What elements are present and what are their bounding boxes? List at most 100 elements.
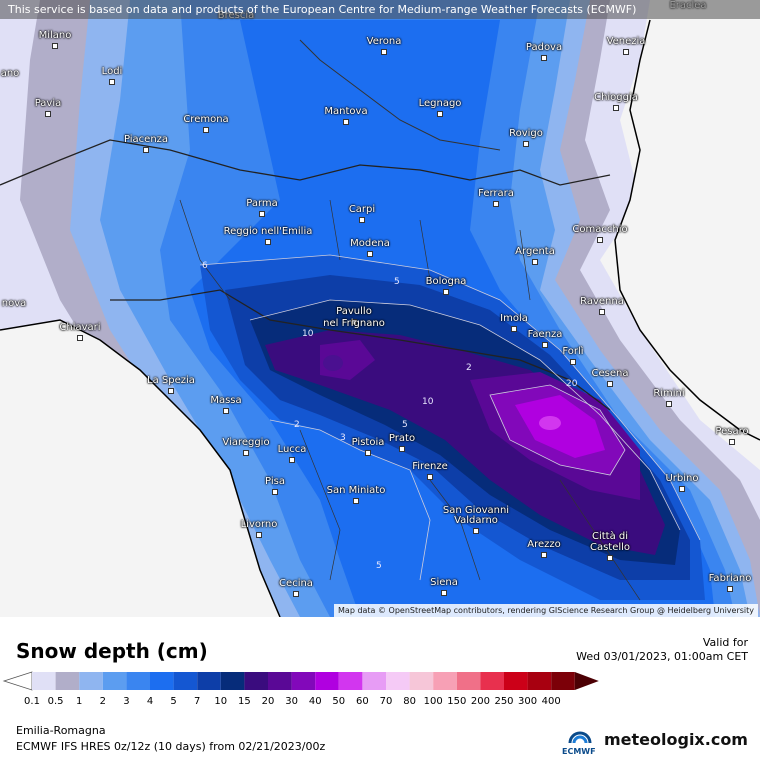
legend-swatch: [102, 672, 127, 690]
legend-tick-label: 7: [194, 696, 200, 707]
city-label-nel-frignano: nel Frignano: [323, 318, 385, 329]
legend-tick-label: 250: [494, 696, 513, 707]
legend-tick-label: 4: [147, 696, 153, 707]
legend-tick-label: 10: [214, 696, 227, 707]
city-label-forl-: Forlì: [562, 346, 584, 357]
legend-tick-label: 150: [447, 696, 466, 707]
legend-tick-label: 15: [238, 696, 251, 707]
legend-tick-label: 40: [309, 696, 322, 707]
city-marker: [399, 446, 405, 452]
city-marker: [613, 105, 619, 111]
legend-tick-label: 2: [100, 696, 106, 707]
city-marker: [679, 486, 685, 492]
legend-swatch: [362, 672, 386, 690]
legend-tick-label: 0.1: [24, 696, 40, 707]
legend-swatch: [409, 672, 434, 690]
city-label-faenza: Faenza: [527, 329, 563, 340]
city-label-imola: Imola: [500, 313, 528, 324]
legend-tick-label: 0.5: [48, 696, 64, 707]
city-label-castello: Castello: [589, 542, 631, 553]
city-marker: [523, 141, 529, 147]
city-label-ravenna: Ravenna: [580, 296, 624, 307]
contour-label: 2: [294, 420, 300, 430]
city-marker: [109, 79, 115, 85]
province-borders-south: [299, 429, 641, 601]
legend-tick-label: 5: [170, 696, 176, 707]
coastline-west: [0, 319, 281, 617]
band-40: [515, 395, 605, 458]
contour-label: 20: [566, 379, 578, 389]
city-marker: [441, 590, 447, 596]
city-marker: [351, 319, 357, 325]
contour-10: [249, 299, 681, 531]
city-label-cremona: Cremona: [183, 114, 229, 125]
city-marker: [168, 388, 174, 394]
contour-label: 5: [402, 420, 408, 430]
map-attribution: Map data © OpenStreetMap contributors, r…: [334, 604, 758, 617]
legend-swatch: [504, 672, 528, 690]
valid-label: Valid for: [702, 636, 748, 649]
city-marker: [493, 201, 499, 207]
legend-tick-label: 80: [403, 696, 416, 707]
city-label-comacchio: Comacchio: [572, 224, 628, 235]
city-marker: [443, 289, 449, 295]
city-label-fabriano: Fabriano: [708, 573, 752, 584]
city-marker: [541, 55, 547, 61]
city-marker: [259, 211, 265, 217]
legend-tick-label: 30: [285, 696, 298, 707]
city-marker: [343, 119, 349, 125]
city-marker: [727, 586, 733, 592]
city-marker: [289, 457, 295, 463]
city-label-bologna: Bologna: [425, 276, 467, 287]
legend-swatch: [220, 672, 245, 690]
city-marker: [293, 591, 299, 597]
legend-swatch: [291, 672, 316, 690]
city-marker: [243, 450, 249, 456]
city-label-padova: Padova: [525, 42, 563, 53]
map-canvas: 6 5 10 10 20 2 5 5 2 3: [0, 0, 760, 617]
city-label-ferrara: Ferrara: [478, 188, 514, 199]
city-label-reggio-nell-emilia: Reggio nell'Emilia: [223, 226, 313, 237]
meteologix-logo: meteologix.com: [604, 730, 748, 749]
city-marker: [427, 474, 433, 480]
city-label-lucca: Lucca: [277, 444, 307, 455]
city-label-massa: Massa: [210, 395, 242, 406]
city-marker: [367, 251, 373, 257]
legend-tick-label: 50: [332, 696, 345, 707]
legend-swatch: [268, 672, 292, 690]
city-label-firenze: Firenze: [412, 461, 448, 472]
city-label-rovigo: Rovigo: [509, 128, 543, 139]
legend-tick-label: 20: [262, 696, 275, 707]
province-borders: [179, 199, 531, 301]
city-marker: [511, 326, 517, 332]
contour-label: 6: [202, 261, 208, 271]
city-marker: [532, 259, 538, 265]
legend-swatch: [338, 672, 363, 690]
ecmwf-logo-text: ECMWF: [562, 747, 596, 756]
city-label-ano: ano: [0, 68, 20, 79]
legend-tick-label: 70: [380, 696, 393, 707]
coastline-east: [614, 19, 760, 441]
model-info: ECMWF IFS HRES 0z/12z (10 days) from 02/…: [16, 740, 326, 753]
city-label-mantova: Mantova: [324, 106, 368, 117]
city-label-modena: Modena: [350, 238, 390, 249]
city-label-pavullo: Pavullo: [336, 306, 372, 317]
city-marker: [365, 450, 371, 456]
city-marker: [541, 552, 547, 558]
ecmwf-logo: ECMWF: [562, 727, 598, 757]
city-label-nova: nova: [1, 298, 27, 309]
legend-tick-label: 1: [76, 696, 82, 707]
city-label-parma: Parma: [246, 198, 278, 209]
meteologix-logo-text: meteologix.com: [604, 730, 748, 749]
legend-swatch: [551, 672, 575, 690]
contour-5: [199, 254, 701, 541]
legend-tick-label: 400: [542, 696, 561, 707]
legend-swatch: [173, 672, 198, 690]
legend-swatch: [244, 672, 268, 690]
color-legend: 0.1 0.5 1 2 3 4 5 7 10 15 20 30 40 50 60 70 80 100 150 200 2…: [0, 668, 760, 712]
city-label-legnago: Legnago: [418, 98, 462, 109]
legend-swatch: [126, 672, 150, 690]
city-label-rimini: Rimini: [653, 388, 685, 399]
legend-swatch: [480, 672, 504, 690]
province-border-1: [299, 39, 501, 151]
